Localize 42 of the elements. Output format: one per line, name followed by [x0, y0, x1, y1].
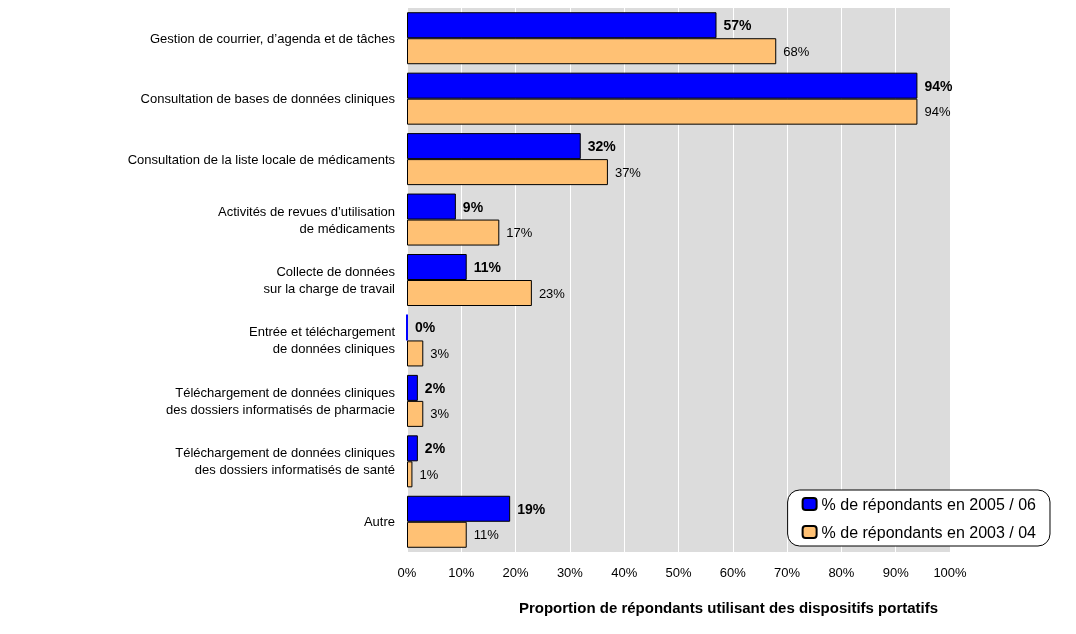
- x-tick-label: 10%: [448, 565, 475, 580]
- data-label: 57%: [723, 17, 753, 34]
- data-label: 32%: [587, 138, 617, 155]
- x-tick-label: 70%: [774, 565, 801, 580]
- x-tick-label: 50%: [665, 565, 692, 580]
- data-label: 3%: [430, 406, 450, 422]
- y-tick-label: Autre: [363, 514, 395, 530]
- data-label: 1%: [419, 466, 439, 482]
- y-tick-label: Activités de revues d’utilisation de médicaments: [217, 203, 396, 236]
- bar: [407, 340, 424, 367]
- data-label: 0%: [415, 319, 436, 336]
- y-tick-label: Téléchargement de données cliniques des dossiers informatisés de santé: [175, 445, 396, 478]
- x-tick-label: 80%: [828, 565, 855, 580]
- data-label: 11%: [473, 527, 500, 543]
- data-label: 3%: [430, 345, 450, 361]
- y-tick-label: Consultation de la liste locale de médicaments: [127, 151, 396, 167]
- legend-label: % de répondants en 2005 / 06: [821, 495, 1037, 513]
- data-label: 37%: [614, 164, 642, 180]
- y-tick-label: Gestion de courrier, d’agenda et de tâches: [150, 30, 396, 46]
- data-label: 9%: [462, 198, 484, 215]
- data-label: 68%: [783, 43, 810, 59]
- y-tick-label: Collecte de données sur la charge de travail: [263, 264, 396, 296]
- y-tick-label: Consultation de bases de données cliniques: [140, 91, 396, 107]
- x-tick-label: 20%: [502, 565, 530, 580]
- x-axis-title: Proportion de répondants utilisant des dispositifs portatifs: [518, 599, 939, 616]
- legend-label: % de répondants en 2003 / 04: [821, 523, 1037, 541]
- x-tick-label: 100%: [933, 565, 968, 580]
- data-label: 94%: [924, 104, 951, 120]
- y-tick-label: Téléchargement de données cliniques des dossiers informatisés de pharmacie: [165, 384, 396, 417]
- data-label: 2%: [424, 440, 446, 457]
- data-label: 23%: [538, 285, 566, 301]
- data-label: 94%: [924, 77, 953, 94]
- y-tick-label: Entrée et téléchargement de données cliniques: [249, 324, 396, 357]
- data-label: 19%: [517, 500, 546, 517]
- data-label: 17%: [506, 225, 533, 241]
- data-label: 11%: [473, 259, 502, 275]
- x-tick-label: 40%: [611, 565, 638, 580]
- x-tick-label: 0%: [397, 565, 417, 580]
- data-label: 2%: [424, 379, 446, 396]
- x-tick-label: 90%: [882, 565, 910, 580]
- x-tick-label: 60%: [719, 565, 747, 580]
- x-tick-label: 30%: [556, 565, 584, 580]
